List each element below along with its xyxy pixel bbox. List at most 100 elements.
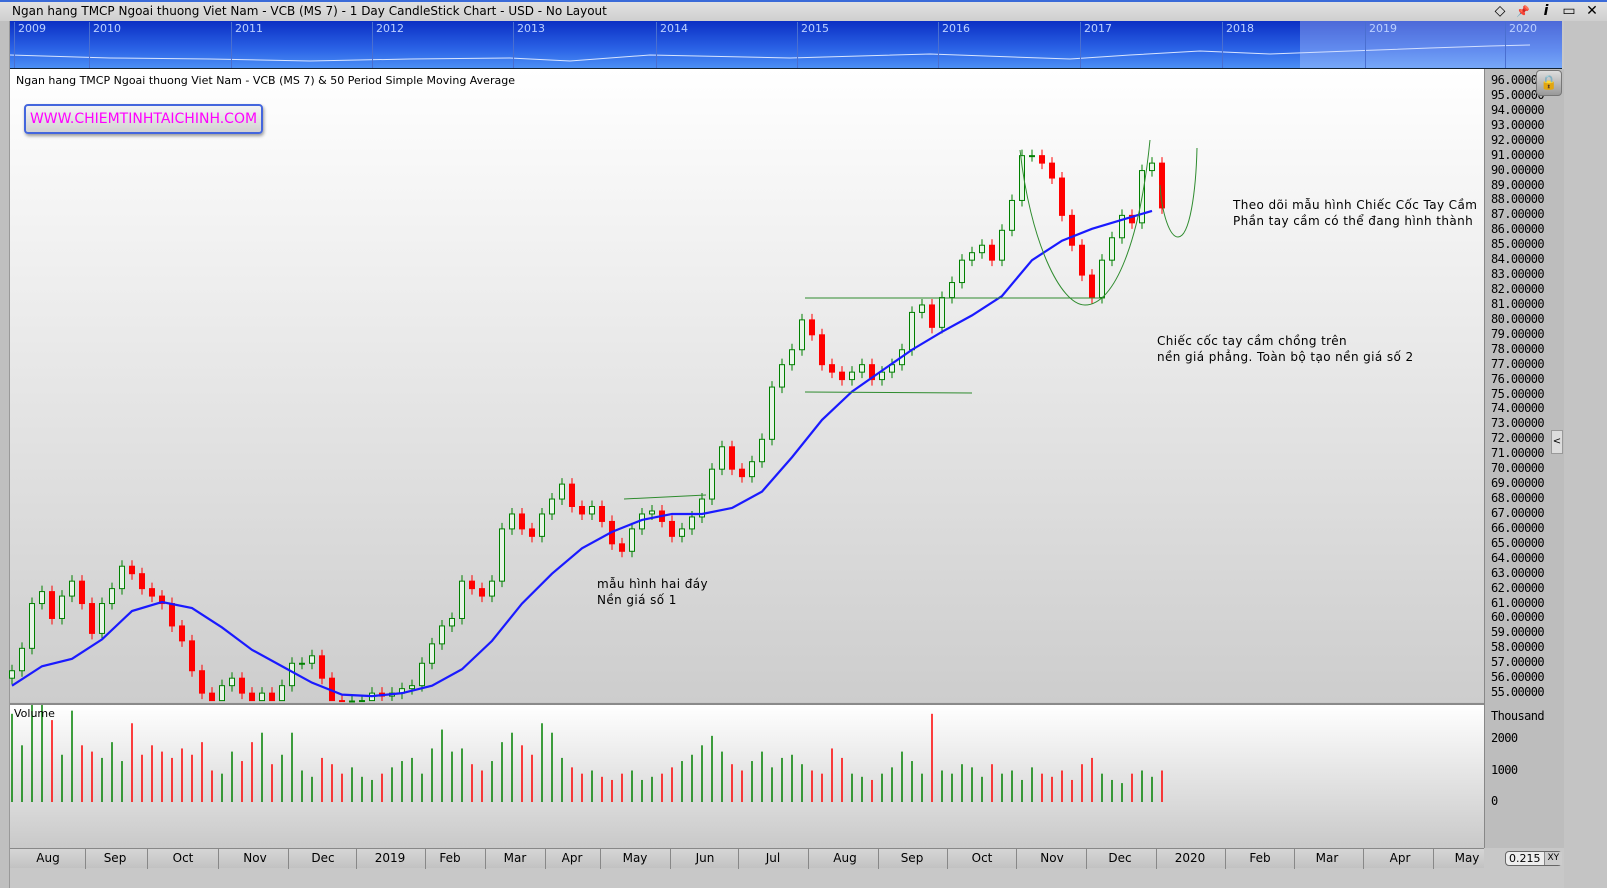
candle-body: [339, 700, 345, 703]
candle-body: [629, 528, 635, 552]
price-tick-label: 82.00000: [1491, 282, 1545, 297]
month-divider: [1433, 849, 1434, 869]
candle-body: [469, 580, 475, 590]
candle-body: [819, 334, 825, 366]
pin-icon[interactable]: 📌: [1516, 5, 1530, 18]
price-tick-label: 78.00000: [1491, 341, 1545, 356]
navigator-selection[interactable]: [1300, 21, 1562, 68]
price-tick-label: 62.00000: [1491, 580, 1545, 595]
annotation-line: nền giá phẳng. Toàn bộ tạo nền giá số 2: [1157, 350, 1414, 364]
price-chart: [9, 139, 1198, 802]
candle-body: [89, 603, 95, 634]
close-icon[interactable]: ✕: [1586, 3, 1598, 19]
volume-tick-label: 2000: [1491, 731, 1518, 745]
month-divider: [485, 849, 486, 869]
candle-body: [1049, 162, 1055, 179]
month-divider: [600, 849, 601, 869]
price-tick-label: 87.00000: [1491, 207, 1545, 222]
annotation-cup-on-base: Chiếc cốc tay cầm chồng trên nền giá phẳ…: [1157, 333, 1414, 365]
candle-body: [39, 591, 45, 605]
price-tick-label: 91.00000: [1491, 147, 1545, 162]
month-divider: [85, 849, 86, 869]
candle-body: [79, 580, 85, 605]
price-panel: [10, 69, 1484, 702]
price-tick-label: 60.00000: [1491, 610, 1545, 625]
candle-body: [499, 528, 505, 582]
navigator-strip[interactable]: 2009 2010 2011 2012 2013 2014 2015 2016 2017 2018…: [10, 21, 1562, 69]
zoom-value[interactable]: 0.215: [1509, 852, 1541, 865]
navigator-year: 2012: [372, 22, 404, 68]
month-divider: [1156, 849, 1157, 869]
month-divider: [670, 849, 671, 869]
price-tick-label: 89.00000: [1491, 177, 1545, 192]
candle-body: [649, 510, 655, 515]
month-divider: [1016, 849, 1017, 869]
info-icon[interactable]: i: [1543, 3, 1549, 19]
candle-body: [1109, 237, 1115, 261]
lock-button[interactable]: 🔒: [1536, 70, 1562, 96]
month-tick-label: 2020: [1174, 851, 1206, 865]
candle-body: [149, 588, 155, 597]
price-tick-label: 96.00000: [1491, 73, 1545, 87]
month-tick-label: Oct: [172, 851, 194, 865]
month-divider: [545, 849, 546, 869]
navigator-year: 2011: [231, 22, 263, 68]
candle-body: [1009, 199, 1015, 231]
month-tick-label: Sep: [900, 851, 924, 865]
candle-body: [949, 282, 955, 298]
expand-panel-tab[interactable]: <: [1551, 430, 1563, 454]
diamond-icon[interactable]: ◇: [1494, 3, 1506, 19]
candle-body: [259, 692, 265, 702]
annotation-line: mẫu hình hai đáy: [597, 577, 709, 591]
candle-body: [969, 252, 975, 261]
zoom-control[interactable]: 0.215 XY: [1505, 851, 1563, 866]
candle-body: [49, 591, 55, 619]
navigator-year: 2018: [1222, 22, 1254, 68]
month-divider: [808, 849, 809, 869]
candle-body: [959, 259, 965, 284]
navigator-year: 2017: [1080, 22, 1112, 68]
candle-body: [219, 685, 225, 702]
price-axis[interactable]: 96.00000 95.00000 94.00000 93.00000 92.00000…: [1484, 69, 1564, 848]
maximize-icon[interactable]: ▭: [1562, 3, 1576, 19]
volume-tick-label: 1000: [1491, 762, 1518, 777]
volume-title: Volume: [14, 707, 55, 720]
month-divider: [738, 849, 739, 869]
candle-body: [809, 319, 815, 336]
time-axis[interactable]: Aug Sep Oct Nov Dec 2019 Feb Mar Apr May Jun Jul Aug…: [10, 848, 1484, 869]
candle-body: [229, 677, 235, 687]
month-tick-label: May: [622, 851, 648, 865]
annotation-double-bottom: mẫu hình hai đáy Nền giá số 1: [597, 576, 708, 608]
navigator-year: 2014: [656, 22, 688, 68]
month-divider: [1294, 849, 1295, 869]
candle-body: [579, 506, 585, 515]
price-tick-label: 56.00000: [1491, 670, 1545, 685]
candle-body: [1129, 214, 1135, 224]
chart-title: Ngan hang TMCP Ngoai thuong Viet Nam - V…: [16, 74, 515, 87]
candle-body: [979, 244, 985, 254]
annotation-line: Nền giá số 1: [597, 593, 677, 607]
candle-body: [449, 617, 455, 627]
annotation-line: Chiếc cốc tay cầm chồng trên: [1157, 334, 1348, 348]
zoom-mode-lock[interactable]: XY: [1543, 852, 1563, 865]
candle-body: [349, 700, 355, 703]
candle-body: [789, 349, 795, 366]
candle-body: [479, 588, 485, 597]
candle-body: [549, 498, 555, 515]
price-tick-label: 81.00000: [1491, 296, 1545, 311]
pattern-annotations: [623, 139, 1198, 500]
candle-body: [359, 700, 365, 703]
candle-body: [829, 364, 835, 373]
month-tick-label: Apr: [1389, 851, 1411, 865]
candle-body: [489, 580, 495, 597]
candle-body: [429, 643, 435, 664]
price-tick-label: 57.00000: [1491, 655, 1545, 670]
candle-body: [749, 461, 755, 478]
price-tick-label: 77.00000: [1491, 356, 1545, 371]
candle-body: [299, 662, 305, 665]
candle-body: [709, 468, 715, 500]
month-tick-label: Jul: [765, 851, 781, 865]
price-tick-label: 58.00000: [1491, 640, 1545, 655]
month-tick-label: Jun: [695, 851, 715, 865]
month-divider: [1225, 849, 1226, 869]
